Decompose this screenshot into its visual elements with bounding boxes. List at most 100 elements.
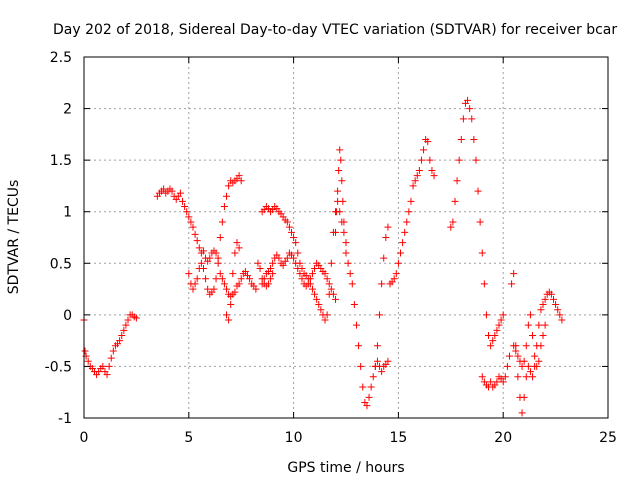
data-point xyxy=(275,254,283,262)
data-point xyxy=(350,301,358,309)
data-point xyxy=(526,311,534,319)
y-tick-label: 2 xyxy=(63,102,72,118)
data-point xyxy=(279,261,287,269)
data-point xyxy=(357,362,365,370)
data-point xyxy=(541,321,549,329)
data-point xyxy=(451,197,459,205)
data-point xyxy=(403,218,411,226)
data-point xyxy=(491,331,499,339)
data-point xyxy=(478,249,486,257)
data-point xyxy=(547,290,555,298)
data-point xyxy=(220,203,228,211)
data-point xyxy=(378,280,386,288)
data-point xyxy=(334,187,342,195)
data-point xyxy=(501,373,509,381)
y-tick-label: 1 xyxy=(63,205,72,221)
data-point xyxy=(216,270,224,278)
y-axis-tick-labels: -1 -0.5 0 0.5 1 1.5 2 2.5 xyxy=(45,50,72,427)
data-point xyxy=(355,342,363,350)
data-point xyxy=(348,280,356,288)
data-point xyxy=(269,259,277,267)
data-point xyxy=(212,249,220,257)
data-point xyxy=(199,247,207,255)
data-point xyxy=(337,156,345,164)
data-point xyxy=(417,156,425,164)
data-point xyxy=(285,223,293,231)
data-point xyxy=(518,409,526,417)
series-seg-a xyxy=(80,311,140,379)
x-tick-label: 0 xyxy=(80,430,89,446)
data-point xyxy=(512,347,520,355)
data-point xyxy=(187,218,195,226)
data-point xyxy=(478,373,486,381)
data-point xyxy=(231,288,239,296)
data-point xyxy=(325,280,333,288)
series-seg-h xyxy=(342,249,392,410)
data-point xyxy=(529,373,537,381)
data-point xyxy=(191,280,199,288)
data-point xyxy=(505,352,513,360)
data-point xyxy=(327,285,335,293)
plot-frame xyxy=(83,56,609,419)
data-point xyxy=(99,362,107,370)
series-seg-e xyxy=(258,249,340,303)
data-point xyxy=(189,223,197,231)
data-point xyxy=(304,275,312,283)
series-seg-k xyxy=(447,96,507,350)
data-point xyxy=(420,146,428,154)
y-axis-label: SDTVAR / TECUs xyxy=(6,180,22,295)
x-tick-label: 20 xyxy=(494,430,512,446)
data-point xyxy=(216,234,224,241)
data-point xyxy=(510,270,518,278)
data-point xyxy=(264,280,272,288)
data-point xyxy=(522,373,530,381)
data-point xyxy=(290,234,298,241)
data-point xyxy=(237,177,245,185)
series-seg-m xyxy=(510,311,549,370)
data-point xyxy=(176,189,184,197)
data-point xyxy=(109,347,117,355)
data-point xyxy=(298,275,306,283)
data-point xyxy=(541,295,549,303)
y-tick-label: -0.5 xyxy=(45,359,72,375)
data-point xyxy=(124,316,132,324)
series-seg-l xyxy=(478,270,566,417)
data-point xyxy=(233,239,241,247)
data-point xyxy=(231,249,239,257)
data-point xyxy=(332,228,340,236)
data-point xyxy=(311,290,319,298)
data-point xyxy=(537,342,545,350)
series-seg-j xyxy=(386,136,438,288)
data-point xyxy=(342,239,350,247)
data-point xyxy=(235,244,243,252)
data-point xyxy=(430,172,438,180)
data-point xyxy=(384,223,392,231)
data-point xyxy=(485,331,493,339)
data-point xyxy=(288,228,296,236)
data-point xyxy=(118,331,126,339)
data-point xyxy=(399,239,407,247)
data-point xyxy=(189,285,197,293)
data-point xyxy=(390,275,398,283)
data-point xyxy=(455,156,463,164)
data-point xyxy=(520,393,528,401)
data-point xyxy=(392,270,400,278)
x-axis-tick-labels: 0 5 10 15 20 25 xyxy=(80,430,617,446)
data-point xyxy=(323,311,331,319)
data-point xyxy=(514,373,522,381)
data-point xyxy=(346,270,354,278)
data-point xyxy=(323,275,331,283)
y-tick-label: -1 xyxy=(58,411,72,427)
data-point xyxy=(197,259,205,267)
series-seg-i xyxy=(371,223,392,370)
x-tick-label: 10 xyxy=(285,430,303,446)
data-point xyxy=(246,275,254,283)
data-point xyxy=(235,280,243,288)
data-point xyxy=(531,352,539,360)
data-point xyxy=(552,301,560,309)
grid xyxy=(84,57,608,418)
data-point xyxy=(321,270,329,278)
x-tick-label: 5 xyxy=(184,430,193,446)
data-point xyxy=(220,280,228,288)
